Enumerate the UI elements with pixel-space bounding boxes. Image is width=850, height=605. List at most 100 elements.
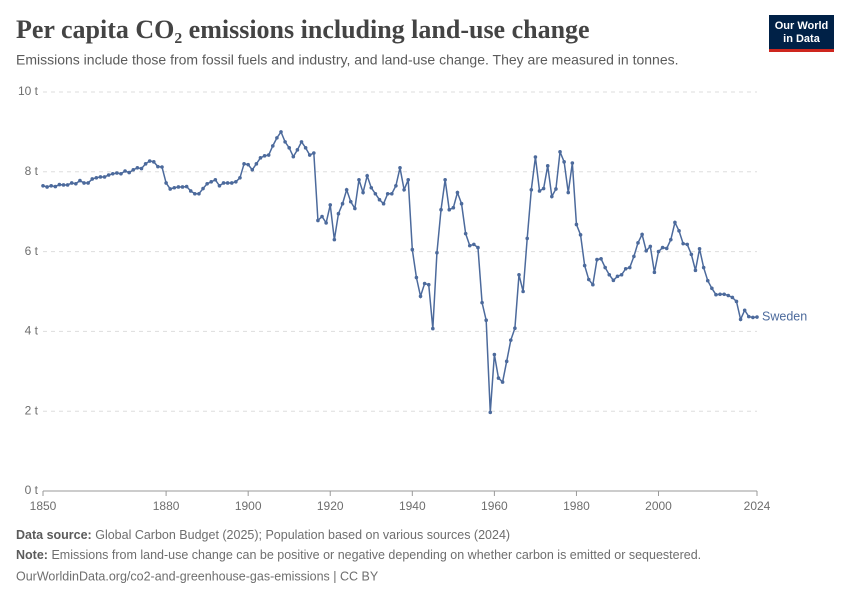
logo-text: in Data bbox=[783, 33, 821, 45]
point bbox=[513, 326, 517, 331]
point bbox=[188, 189, 193, 193]
point bbox=[115, 171, 119, 175]
point bbox=[701, 265, 706, 270]
point bbox=[455, 190, 460, 195]
point bbox=[574, 222, 579, 227]
x-tick-label: 2000 bbox=[645, 499, 672, 513]
point bbox=[689, 252, 694, 257]
note-label: Note: bbox=[16, 548, 48, 562]
point bbox=[82, 181, 86, 185]
point bbox=[431, 326, 435, 331]
point bbox=[197, 191, 201, 196]
point bbox=[414, 275, 419, 280]
point bbox=[156, 164, 160, 169]
point bbox=[697, 247, 702, 251]
point bbox=[102, 175, 107, 179]
point bbox=[385, 191, 390, 196]
logo-text: Our World bbox=[775, 20, 829, 32]
point bbox=[389, 191, 394, 196]
point bbox=[348, 199, 353, 204]
point bbox=[176, 185, 181, 189]
point bbox=[463, 231, 468, 236]
point bbox=[151, 160, 156, 164]
y-tick-label: 2 t bbox=[25, 403, 39, 417]
point bbox=[340, 201, 345, 206]
point bbox=[139, 166, 144, 171]
point bbox=[69, 181, 74, 185]
point bbox=[722, 292, 726, 297]
point bbox=[312, 151, 316, 155]
logo[interactable]: Our World in Data bbox=[769, 15, 834, 52]
point bbox=[61, 183, 66, 187]
point bbox=[599, 256, 603, 261]
point bbox=[324, 221, 328, 225]
point bbox=[205, 181, 209, 186]
point bbox=[143, 162, 148, 166]
x-tick-label: 1960 bbox=[481, 499, 508, 513]
y-tick-label: 6 t bbox=[25, 244, 39, 258]
point bbox=[279, 130, 283, 134]
point bbox=[714, 292, 718, 297]
point bbox=[570, 161, 575, 165]
point bbox=[262, 154, 267, 158]
point bbox=[611, 278, 616, 283]
point bbox=[123, 169, 127, 173]
point bbox=[402, 187, 406, 192]
note-text: Emissions from land-use change can be po… bbox=[51, 548, 701, 562]
series-label: Sweden bbox=[762, 309, 807, 323]
point bbox=[229, 181, 234, 185]
x-tick-label: 1920 bbox=[317, 499, 344, 513]
point bbox=[693, 268, 698, 273]
point bbox=[472, 242, 476, 247]
line bbox=[42, 130, 758, 413]
point bbox=[632, 254, 636, 259]
point bbox=[492, 352, 497, 357]
point bbox=[500, 380, 505, 384]
point bbox=[160, 165, 164, 169]
point bbox=[119, 171, 123, 176]
point bbox=[603, 265, 607, 270]
point bbox=[738, 317, 743, 322]
point bbox=[677, 229, 681, 233]
x-tick-label: 1940 bbox=[399, 499, 426, 513]
point bbox=[640, 232, 644, 237]
point bbox=[299, 140, 304, 144]
point bbox=[131, 168, 136, 172]
y-tick-label: 10 t bbox=[18, 84, 39, 98]
x-tick-label: 1880 bbox=[153, 499, 180, 513]
point bbox=[648, 244, 653, 249]
point bbox=[398, 166, 402, 170]
footer-url[interactable]: OurWorldinData.org/co2-and-greenhouse-ga… bbox=[16, 569, 379, 583]
footer-note: Note: Emissions from land-use change can… bbox=[16, 548, 701, 562]
point bbox=[669, 237, 673, 242]
point bbox=[685, 242, 690, 247]
point bbox=[582, 263, 587, 268]
point bbox=[394, 183, 398, 188]
point bbox=[521, 289, 525, 294]
point bbox=[303, 146, 308, 150]
point bbox=[295, 148, 300, 152]
point bbox=[225, 181, 230, 185]
point bbox=[734, 299, 739, 304]
point bbox=[484, 318, 488, 323]
point bbox=[147, 159, 152, 163]
point bbox=[106, 173, 111, 177]
y-tick-label: 8 t bbox=[25, 164, 39, 178]
logo-bar bbox=[769, 49, 834, 52]
point bbox=[439, 207, 443, 212]
point bbox=[135, 166, 140, 170]
point bbox=[172, 185, 177, 190]
point bbox=[344, 187, 349, 192]
point bbox=[164, 181, 168, 185]
point bbox=[94, 175, 99, 180]
point bbox=[562, 160, 566, 164]
point bbox=[361, 190, 365, 195]
point bbox=[718, 292, 722, 297]
point bbox=[41, 183, 45, 188]
point bbox=[320, 214, 324, 219]
point bbox=[508, 338, 513, 342]
point bbox=[373, 191, 378, 196]
point bbox=[184, 184, 189, 189]
x-tick-label: 1980 bbox=[563, 499, 590, 513]
point bbox=[644, 249, 649, 253]
